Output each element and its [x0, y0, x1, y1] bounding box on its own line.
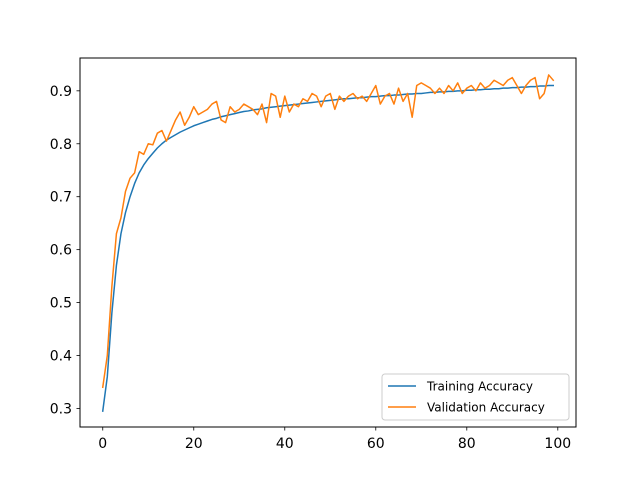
y-tick-label: 0.7 [50, 190, 72, 206]
x-tick-label: 80 [458, 436, 476, 452]
x-tick-label: 20 [185, 436, 203, 452]
y-tick-label: 0.4 [50, 349, 72, 365]
y-tick-label: 0.8 [50, 137, 72, 153]
legend-label-0: Training Accuracy [426, 380, 533, 394]
x-axis: 0 20 40 60 80 100 [98, 427, 571, 452]
y-tick-label: 0.5 [50, 296, 72, 312]
y-tick-label: 0.9 [50, 84, 72, 100]
x-tick-label: 100 [544, 436, 571, 452]
plot-frame [79, 57, 577, 428]
plot-area [79, 57, 577, 428]
x-tick-label: 0 [98, 436, 107, 452]
series-line-0 [101, 84, 554, 412]
y-tick-label: 0.3 [50, 401, 72, 417]
x-tick-label: 40 [276, 436, 294, 452]
y-tick-label: 0.6 [50, 243, 72, 259]
legend-label-1: Validation Accuracy [427, 401, 545, 415]
legend: Training Accuracy Validation Accuracy [381, 373, 570, 421]
y-axis: 0.3 0.4 0.5 0.6 0.7 0.8 0.9 [50, 84, 80, 417]
series-line-1 [101, 74, 555, 389]
x-tick-label: 60 [367, 436, 385, 452]
legend-box [381, 373, 570, 421]
series-layer [101, 74, 555, 412]
